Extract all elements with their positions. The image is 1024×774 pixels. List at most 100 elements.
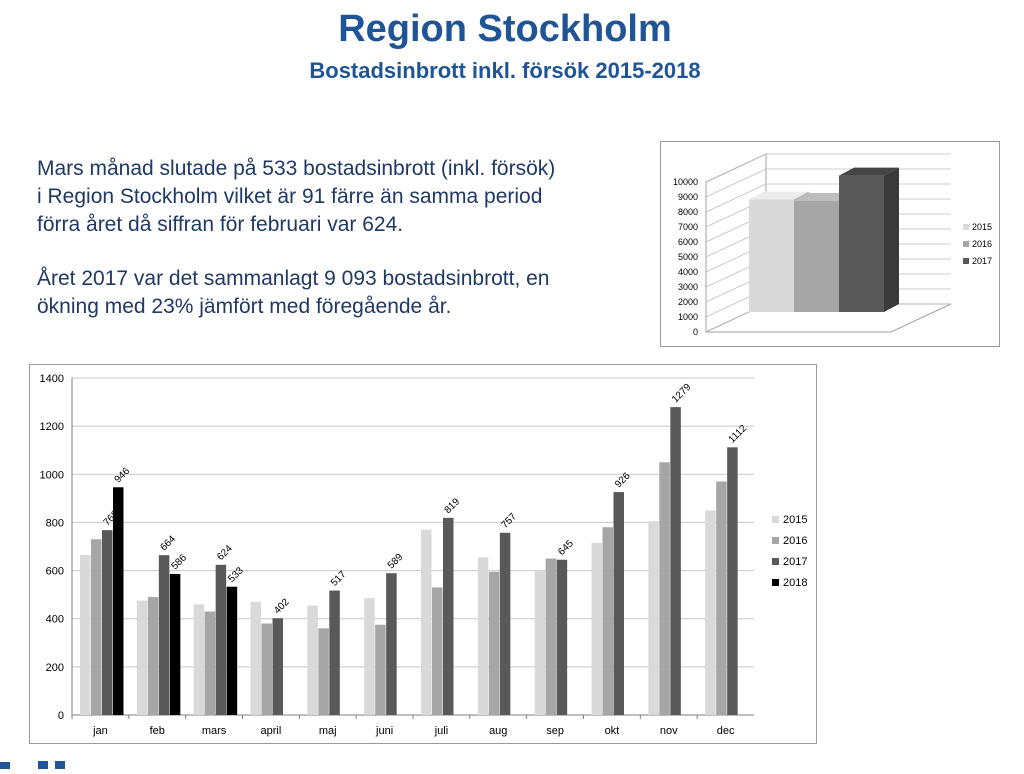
legend-label: 2016 — [783, 535, 807, 547]
bar-2017-okt — [613, 492, 624, 715]
x-tick-label: jan — [92, 725, 108, 737]
data-label: 517 — [329, 569, 349, 589]
monthly-chart-svg: 0200400600800100012001400jan768946feb664… — [40, 373, 808, 737]
y-tick-label: 1200 — [40, 421, 64, 433]
legend-label: 2018 — [783, 577, 807, 589]
bar-2018-jan — [113, 487, 124, 715]
data-label: 664 — [158, 533, 178, 553]
legend-label: 2015 — [783, 514, 807, 526]
bar-2017-april — [272, 618, 283, 715]
y-tick-label: 1400 — [40, 373, 64, 385]
legend-swatch-2016 — [772, 537, 779, 544]
bar-2015-nov — [648, 521, 659, 715]
summary-paragraph-march: Mars månad slutade på 533 bostadsinbrott… — [37, 157, 556, 236]
bar-2016-okt — [602, 527, 613, 715]
x-tick-label: sep — [546, 725, 564, 737]
bar-2015-juni — [364, 598, 375, 715]
bar-2017-aug — [499, 532, 511, 715]
data-label: 819 — [443, 496, 463, 516]
y-tick-label: 0 — [58, 710, 64, 722]
x-tick-label: juni — [375, 725, 393, 737]
x-tick-label: aug — [489, 725, 507, 737]
bar-2016-sep — [545, 558, 557, 715]
bar-2017-nov — [670, 407, 681, 715]
bar-2015-dec — [705, 510, 716, 715]
x-tick-label: okt — [605, 725, 620, 737]
bar-2015-maj — [307, 605, 318, 715]
data-label: 1279 — [670, 381, 694, 405]
bar-2017-juni — [386, 573, 397, 715]
bar-2016-mars — [204, 611, 216, 715]
x-tick-label: maj — [319, 725, 337, 737]
monthly-chart: 0 200 400 600 800 1000 1200 1400 jan 768 946 feb 664… — [29, 364, 817, 744]
y-tick-label: 1000 — [678, 312, 698, 322]
y-tick-label: 6000 — [678, 237, 698, 247]
data-label: 589 — [386, 551, 406, 571]
legend-label: 2015 — [972, 222, 992, 232]
bar-front-2015 — [749, 199, 794, 312]
bar-2017-maj — [329, 590, 340, 715]
x-tick-label: juli — [434, 725, 448, 737]
data-label: 402 — [272, 596, 292, 616]
bar-top-2017 — [839, 167, 899, 176]
data-label: 946 — [113, 466, 133, 486]
bar-2018-feb — [169, 573, 181, 715]
x-tick-label: nov — [660, 725, 678, 737]
x-tick-label: dec — [717, 725, 735, 737]
y-tick-label: 400 — [46, 614, 64, 626]
bar-2016-aug — [488, 571, 500, 715]
y-tick-label: 2000 — [678, 297, 698, 307]
bar-2017-feb — [158, 555, 170, 715]
y-tick-label: 1000 — [40, 469, 64, 481]
x-tick-label: feb — [150, 725, 165, 737]
bar-2016-juni — [375, 624, 386, 715]
data-label: 926 — [613, 470, 633, 490]
data-label: 533 — [226, 565, 246, 585]
bar-top-2015 — [749, 191, 809, 200]
data-label: 586 — [169, 552, 189, 572]
y-tick-label: 600 — [46, 566, 64, 578]
bar-2017-mars — [215, 564, 227, 715]
bar-front-2017 — [839, 175, 884, 312]
annual-chart: 0 1000 2000 3000 4000 5000 6000 7000 8000 9000 100… — [660, 141, 1000, 347]
bar-2016-feb — [147, 597, 159, 715]
y-tick-label: 0 — [693, 327, 698, 337]
summary-paragraph-year: Året 2017 var det sammanlagt 9 093 bosta… — [37, 267, 550, 318]
bar-side-2017 — [884, 167, 899, 312]
bar-2016-dec — [716, 481, 727, 715]
legend-swatch-2017 — [963, 258, 969, 264]
bar-2017-jan — [102, 530, 113, 715]
bar-2017-juli — [443, 517, 454, 715]
bar-2016-april — [261, 623, 272, 715]
bar-2015-juli — [421, 529, 432, 715]
bar-2017-sep — [556, 559, 568, 715]
x-tick-label: mars — [202, 725, 227, 737]
legend-label: 2017 — [972, 256, 992, 266]
bar-2016-nov — [659, 462, 670, 715]
y-tick-label: 4000 — [678, 267, 698, 277]
bar-2017-dec — [727, 447, 738, 715]
page-subtitle: Bostadsinbrott inkl. försök 2015-2018 — [309, 58, 701, 83]
bar-2015-mars — [193, 604, 205, 715]
y-tick-label: 5000 — [678, 252, 698, 262]
y-tick-label: 8000 — [678, 207, 698, 217]
bar-2018-mars — [226, 586, 238, 715]
bar-2015-sep — [534, 570, 546, 715]
bar-2015-feb — [136, 600, 148, 715]
legend-swatch-2017 — [772, 558, 779, 565]
legend-swatch-2015 — [772, 516, 779, 523]
bar-2015-okt — [591, 542, 602, 715]
x-tick-label: april — [261, 725, 282, 737]
bar-2016-jan — [91, 539, 102, 715]
bar-2015-aug — [477, 557, 489, 715]
bar-2015-april — [250, 601, 261, 715]
data-label: 624 — [215, 543, 235, 563]
page-title: Region Stockholm — [338, 8, 672, 50]
bar-2016-juli — [432, 587, 443, 715]
bar-2016-maj — [318, 628, 329, 715]
legend-swatch-2018 — [772, 579, 779, 586]
y-tick-label: 800 — [46, 517, 64, 529]
bar-front-2016 — [794, 201, 839, 312]
y-tick-label: 7000 — [678, 222, 698, 232]
y-tick-label: 9000 — [678, 192, 698, 202]
